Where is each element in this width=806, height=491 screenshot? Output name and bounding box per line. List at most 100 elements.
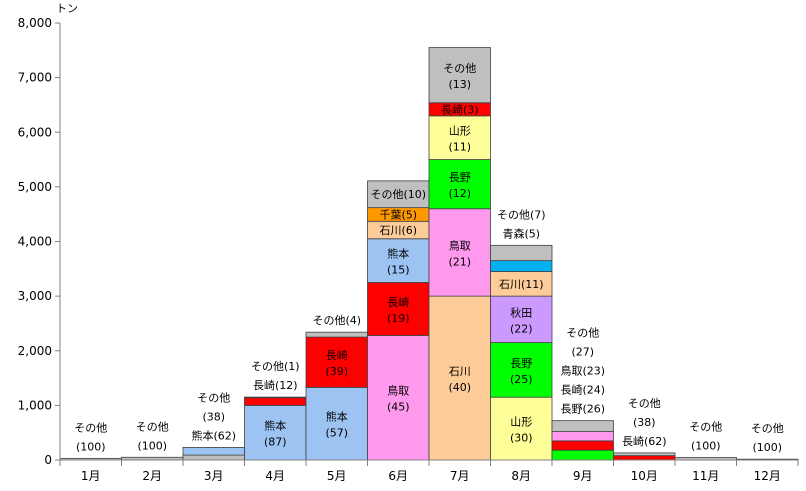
- segment-label: 鳥取: [449, 238, 471, 252]
- segment-label: 長崎: [387, 295, 409, 309]
- segment-label: 熊本: [387, 247, 409, 261]
- bar-segment: [490, 244, 553, 262]
- outside-label: 長崎(12): [253, 378, 298, 392]
- bar-segment: [428, 295, 491, 461]
- bar-segment: [305, 386, 368, 461]
- bar-segment: [244, 396, 307, 399]
- segment-share-label: (11): [448, 141, 471, 154]
- x-tick-label: 10月: [631, 469, 658, 483]
- bar-segment: [490, 342, 553, 398]
- bar-segment: [182, 447, 245, 456]
- outside-label: 熊本(62): [191, 428, 236, 442]
- segment-share-label: (19): [387, 312, 410, 325]
- y-tick-label: 3,000: [18, 289, 52, 303]
- x-tick-label: 12月: [754, 469, 781, 483]
- outside-label: その他: [751, 422, 784, 435]
- x-tick-label: 2月: [142, 469, 162, 483]
- x-tick-label: 9月: [573, 469, 593, 483]
- segment-share-label: (40): [448, 381, 471, 394]
- segment-share-label: (15): [387, 264, 410, 277]
- bar-segment: [305, 331, 368, 338]
- outside-label: その他: [74, 421, 107, 434]
- outside-label: (100): [752, 441, 782, 454]
- x-tick-label: 5月: [327, 469, 347, 483]
- bar-segment: [244, 397, 307, 406]
- x-tick-label: 6月: [388, 469, 408, 483]
- bar-area: [59, 47, 799, 461]
- outside-label: その他(7): [497, 208, 546, 221]
- bar-segment: [428, 159, 491, 210]
- segment-label: 長崎: [326, 348, 348, 362]
- segment-label: 熊本: [326, 410, 348, 424]
- segment-share-label: (57): [325, 427, 348, 440]
- segment-label: 鳥取: [387, 384, 409, 398]
- y-tick-label: 2,000: [18, 344, 52, 358]
- segment-share-label: (12): [448, 187, 471, 200]
- bar-segment: [551, 440, 614, 451]
- segment-label: 長崎(3): [441, 102, 479, 116]
- outside-label: その他: [628, 397, 661, 410]
- outside-label: (100): [137, 439, 167, 452]
- y-tick-label: 0: [44, 453, 52, 467]
- segment-share-label: (21): [448, 255, 471, 268]
- segment-label: 長野: [510, 357, 532, 370]
- segment-label: 熊本: [264, 419, 286, 433]
- y-tick-label: 4,000: [18, 235, 52, 249]
- segment-share-label: (25): [510, 373, 533, 386]
- segment-share-label: (30): [510, 432, 533, 445]
- segment-share-label: (39): [325, 365, 348, 378]
- segment-share-label: (22): [510, 322, 533, 335]
- outside-label: その他: [689, 421, 722, 434]
- outside-label: 鳥取(23): [560, 364, 605, 378]
- outside-label: 長崎(62): [622, 434, 667, 448]
- segment-share-label: (45): [387, 401, 410, 414]
- bar-segment: [551, 449, 614, 461]
- segment-label: その他: [443, 62, 476, 75]
- bar-segment: [428, 47, 491, 104]
- segment-label: 石川(11): [499, 278, 544, 291]
- x-tick-label: 11月: [692, 469, 719, 483]
- bar-segment: [551, 420, 614, 432]
- segment-label: 石川: [449, 365, 471, 378]
- outside-label: (38): [202, 410, 225, 423]
- segment-label: 千葉(5): [379, 207, 417, 221]
- bar-segment: [428, 115, 491, 160]
- outside-label: その他(1): [251, 360, 300, 373]
- outside-label: 青森(5): [502, 226, 540, 240]
- bar-segment: [244, 404, 307, 461]
- bar-segment: [551, 431, 614, 442]
- bar-segment: [182, 454, 245, 461]
- segment-share-label: (13): [448, 78, 471, 91]
- x-tick-label: 7月: [450, 469, 470, 483]
- outside-label: その他(4): [312, 314, 361, 327]
- y-tick-label: 6,000: [18, 125, 52, 139]
- bar-segment: [367, 335, 430, 461]
- y-unit-label: トン: [56, 2, 78, 15]
- segment-share-label: (87): [264, 436, 287, 449]
- bar-segment: [490, 396, 553, 461]
- outside-label: 長崎(24): [560, 383, 605, 397]
- segment-label: 長野: [449, 171, 471, 184]
- axes: 0 1,000 2,000 3,000 4,000 5,000 6,000 7,000 8,00…: [18, 2, 799, 483]
- segment-label: その他(10): [370, 188, 426, 201]
- outside-label: その他: [136, 420, 169, 433]
- y-tick-label: 5,000: [18, 180, 52, 194]
- segment-label: 山形: [510, 416, 532, 429]
- y-tick-label: 8,000: [18, 16, 52, 30]
- outside-label: (27): [571, 346, 594, 359]
- segment-label: 石川(6): [379, 224, 417, 237]
- outside-label: 長野(26): [560, 403, 605, 416]
- outside-label: その他: [566, 327, 599, 340]
- data-labels: 熊本 (87) 熊本 (57) 長崎 (39) 鳥取 (45) 長崎 (19) 熊本 (15) 石川(6…: [74, 62, 784, 454]
- x-tick-label: 4月: [265, 469, 285, 483]
- x-tick-label: 1月: [81, 469, 101, 483]
- y-tick-label: 7,000: [18, 71, 52, 85]
- segment-label: 秋田: [510, 305, 532, 319]
- bar-segment: [490, 260, 553, 272]
- outside-label: (100): [76, 440, 106, 453]
- outside-label: (100): [691, 440, 721, 453]
- segment-label: 山形: [449, 125, 471, 138]
- x-tick-label: 3月: [204, 469, 224, 483]
- outside-label: (38): [633, 416, 656, 429]
